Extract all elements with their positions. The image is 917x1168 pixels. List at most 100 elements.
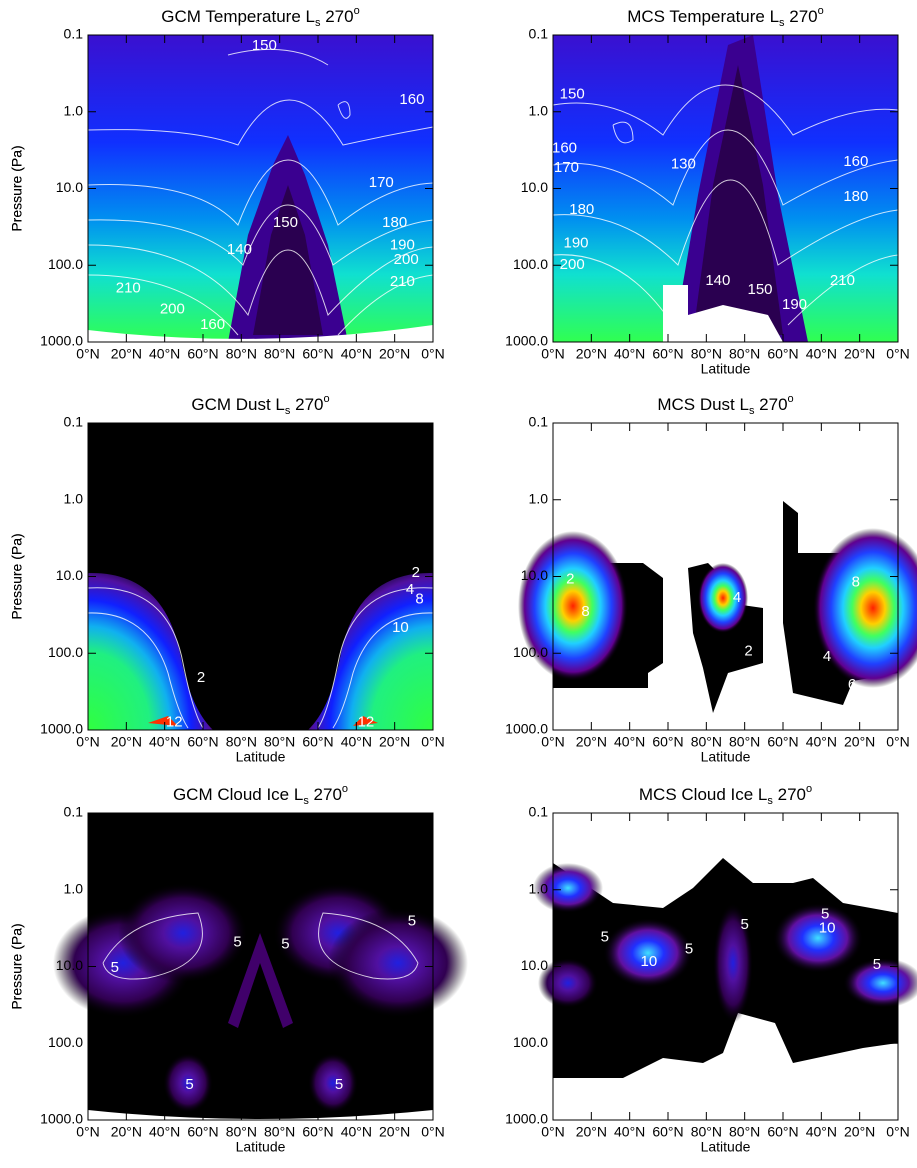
y-tick-label: 1.0 xyxy=(529,490,549,506)
y-tick-label: 0.1 xyxy=(64,414,84,430)
title-sup: o xyxy=(342,783,348,795)
contour-label: 2 xyxy=(197,669,205,686)
title-sup: o xyxy=(818,5,824,17)
panel-title: MCS Dust Ls 270o xyxy=(657,393,793,417)
title-main: MCS Temperature L xyxy=(627,7,779,26)
y-tick-label: 0.1 xyxy=(64,804,84,820)
x-tick-label: 40°N xyxy=(806,346,837,362)
contour-label: 160 xyxy=(399,91,424,108)
x-tick-label: 40°N xyxy=(614,346,645,362)
y-tick-label: 10.0 xyxy=(56,957,83,973)
y-tick-label: 1000.0 xyxy=(40,1111,83,1127)
x-tick-label: 80°N xyxy=(226,1124,257,1140)
contour-label: 2 xyxy=(566,571,574,588)
panel-title: GCM Temperature Ls 270o xyxy=(161,5,359,29)
y-tick-label: 1000.0 xyxy=(505,333,548,349)
x-tick-label: 60°N xyxy=(767,734,798,750)
x-tick-label: 20°N xyxy=(111,734,142,750)
x-tick-label: 40°N xyxy=(149,346,180,362)
contour-label: 5 xyxy=(281,936,289,953)
x-tick-label: 20°N xyxy=(111,346,142,362)
contour-label: 12 xyxy=(166,714,183,731)
contour-label: 160 xyxy=(843,153,868,170)
contour-label: 140 xyxy=(705,272,730,289)
x-axis-label: Latitude xyxy=(701,361,751,377)
y-tick-label: 1000.0 xyxy=(40,721,83,737)
contour-label: 8 xyxy=(415,591,423,608)
contour-label: 12 xyxy=(358,714,375,731)
contour-label: 210 xyxy=(390,273,415,290)
contour-label: 8 xyxy=(852,574,860,591)
y-tick-label: 0.1 xyxy=(529,804,549,820)
x-tick-label: 0°N xyxy=(76,1124,100,1140)
y-tick-label: 10.0 xyxy=(521,957,548,973)
contour-label: 150 xyxy=(273,214,298,231)
title-main: GCM Temperature L xyxy=(161,7,315,26)
y-tick-label: 1.0 xyxy=(64,102,84,118)
y-tick-label: 1.0 xyxy=(64,880,84,896)
title-main: GCM Cloud Ice L xyxy=(173,785,303,804)
y-tick-label: 0.1 xyxy=(64,26,84,42)
x-tick-label: 20°N xyxy=(576,734,607,750)
x-tick-label: 60°N xyxy=(302,346,333,362)
x-tick-label: 80°N xyxy=(264,346,295,362)
title-end: 270 xyxy=(785,7,818,26)
x-tick-label: 20°N xyxy=(111,1124,142,1140)
field xyxy=(552,35,899,342)
field xyxy=(518,423,917,730)
contour-label: 2 xyxy=(412,564,420,581)
contour-label: 8 xyxy=(581,603,589,620)
y-axis-label: Pressure (Pa) xyxy=(9,145,25,231)
contour-label: 190 xyxy=(390,236,415,253)
title-main: MCS Cloud Ice L xyxy=(639,785,768,804)
x-tick-label: 20°N xyxy=(844,734,875,750)
panel-title: GCM Dust Ls 270o xyxy=(191,393,329,417)
contour-label: 190 xyxy=(563,234,588,251)
contour-label: 200 xyxy=(560,256,585,273)
x-tick-label: 0°N xyxy=(76,734,100,750)
title-sub: s xyxy=(767,795,773,807)
contour-label: 180 xyxy=(569,201,594,218)
contour-label: 150 xyxy=(560,86,585,103)
contour-label: 4 xyxy=(823,648,831,665)
y-tick-label: 100.0 xyxy=(513,256,548,272)
x-tick-label: 40°N xyxy=(149,734,180,750)
x-tick-label: 80°N xyxy=(226,734,257,750)
x-tick-label: 60°N xyxy=(652,734,683,750)
y-axis-label: Pressure (Pa) xyxy=(9,533,25,619)
x-tick-label: 60°N xyxy=(302,1124,333,1140)
y-tick-label: 100.0 xyxy=(48,1034,83,1050)
x-tick-label: 20°N xyxy=(576,346,607,362)
contour-label: 5 xyxy=(873,956,881,973)
title-end: 270 xyxy=(320,7,353,26)
x-tick-label: 60°N xyxy=(187,346,218,362)
field xyxy=(533,813,917,1120)
title-sub: s xyxy=(749,405,755,417)
x-tick-label: 60°N xyxy=(767,346,798,362)
title-end: 270 xyxy=(754,395,787,414)
x-tick-label: 60°N xyxy=(187,1124,218,1140)
x-tick-label: 60°N xyxy=(652,346,683,362)
field xyxy=(87,35,434,342)
x-tick-label: 20°N xyxy=(379,346,410,362)
title-sup: o xyxy=(788,393,794,405)
title-end: 270 xyxy=(290,395,323,414)
contour-label: 5 xyxy=(821,905,829,922)
contour-label: 150 xyxy=(252,37,277,54)
title-end: 270 xyxy=(773,785,806,804)
x-tick-label: 80°N xyxy=(691,734,722,750)
x-tick-label: 0°N xyxy=(76,346,100,362)
contour-label: 5 xyxy=(335,1076,343,1093)
contour-label: 5 xyxy=(233,934,241,951)
y-tick-label: 0.1 xyxy=(529,26,549,42)
panel-title: MCS Cloud Ice Ls 270o xyxy=(639,783,812,807)
x-tick-label: 80°N xyxy=(226,346,257,362)
y-axis-label: Pressure (Pa) xyxy=(9,145,25,231)
contour-label: 5 xyxy=(185,1076,193,1093)
x-tick-label: 40°N xyxy=(614,1124,645,1140)
contour-label: 10 xyxy=(819,919,836,936)
contour-label: 160 xyxy=(200,316,225,333)
contour-label: 4 xyxy=(733,589,741,606)
x-tick-label: 80°N xyxy=(264,734,295,750)
